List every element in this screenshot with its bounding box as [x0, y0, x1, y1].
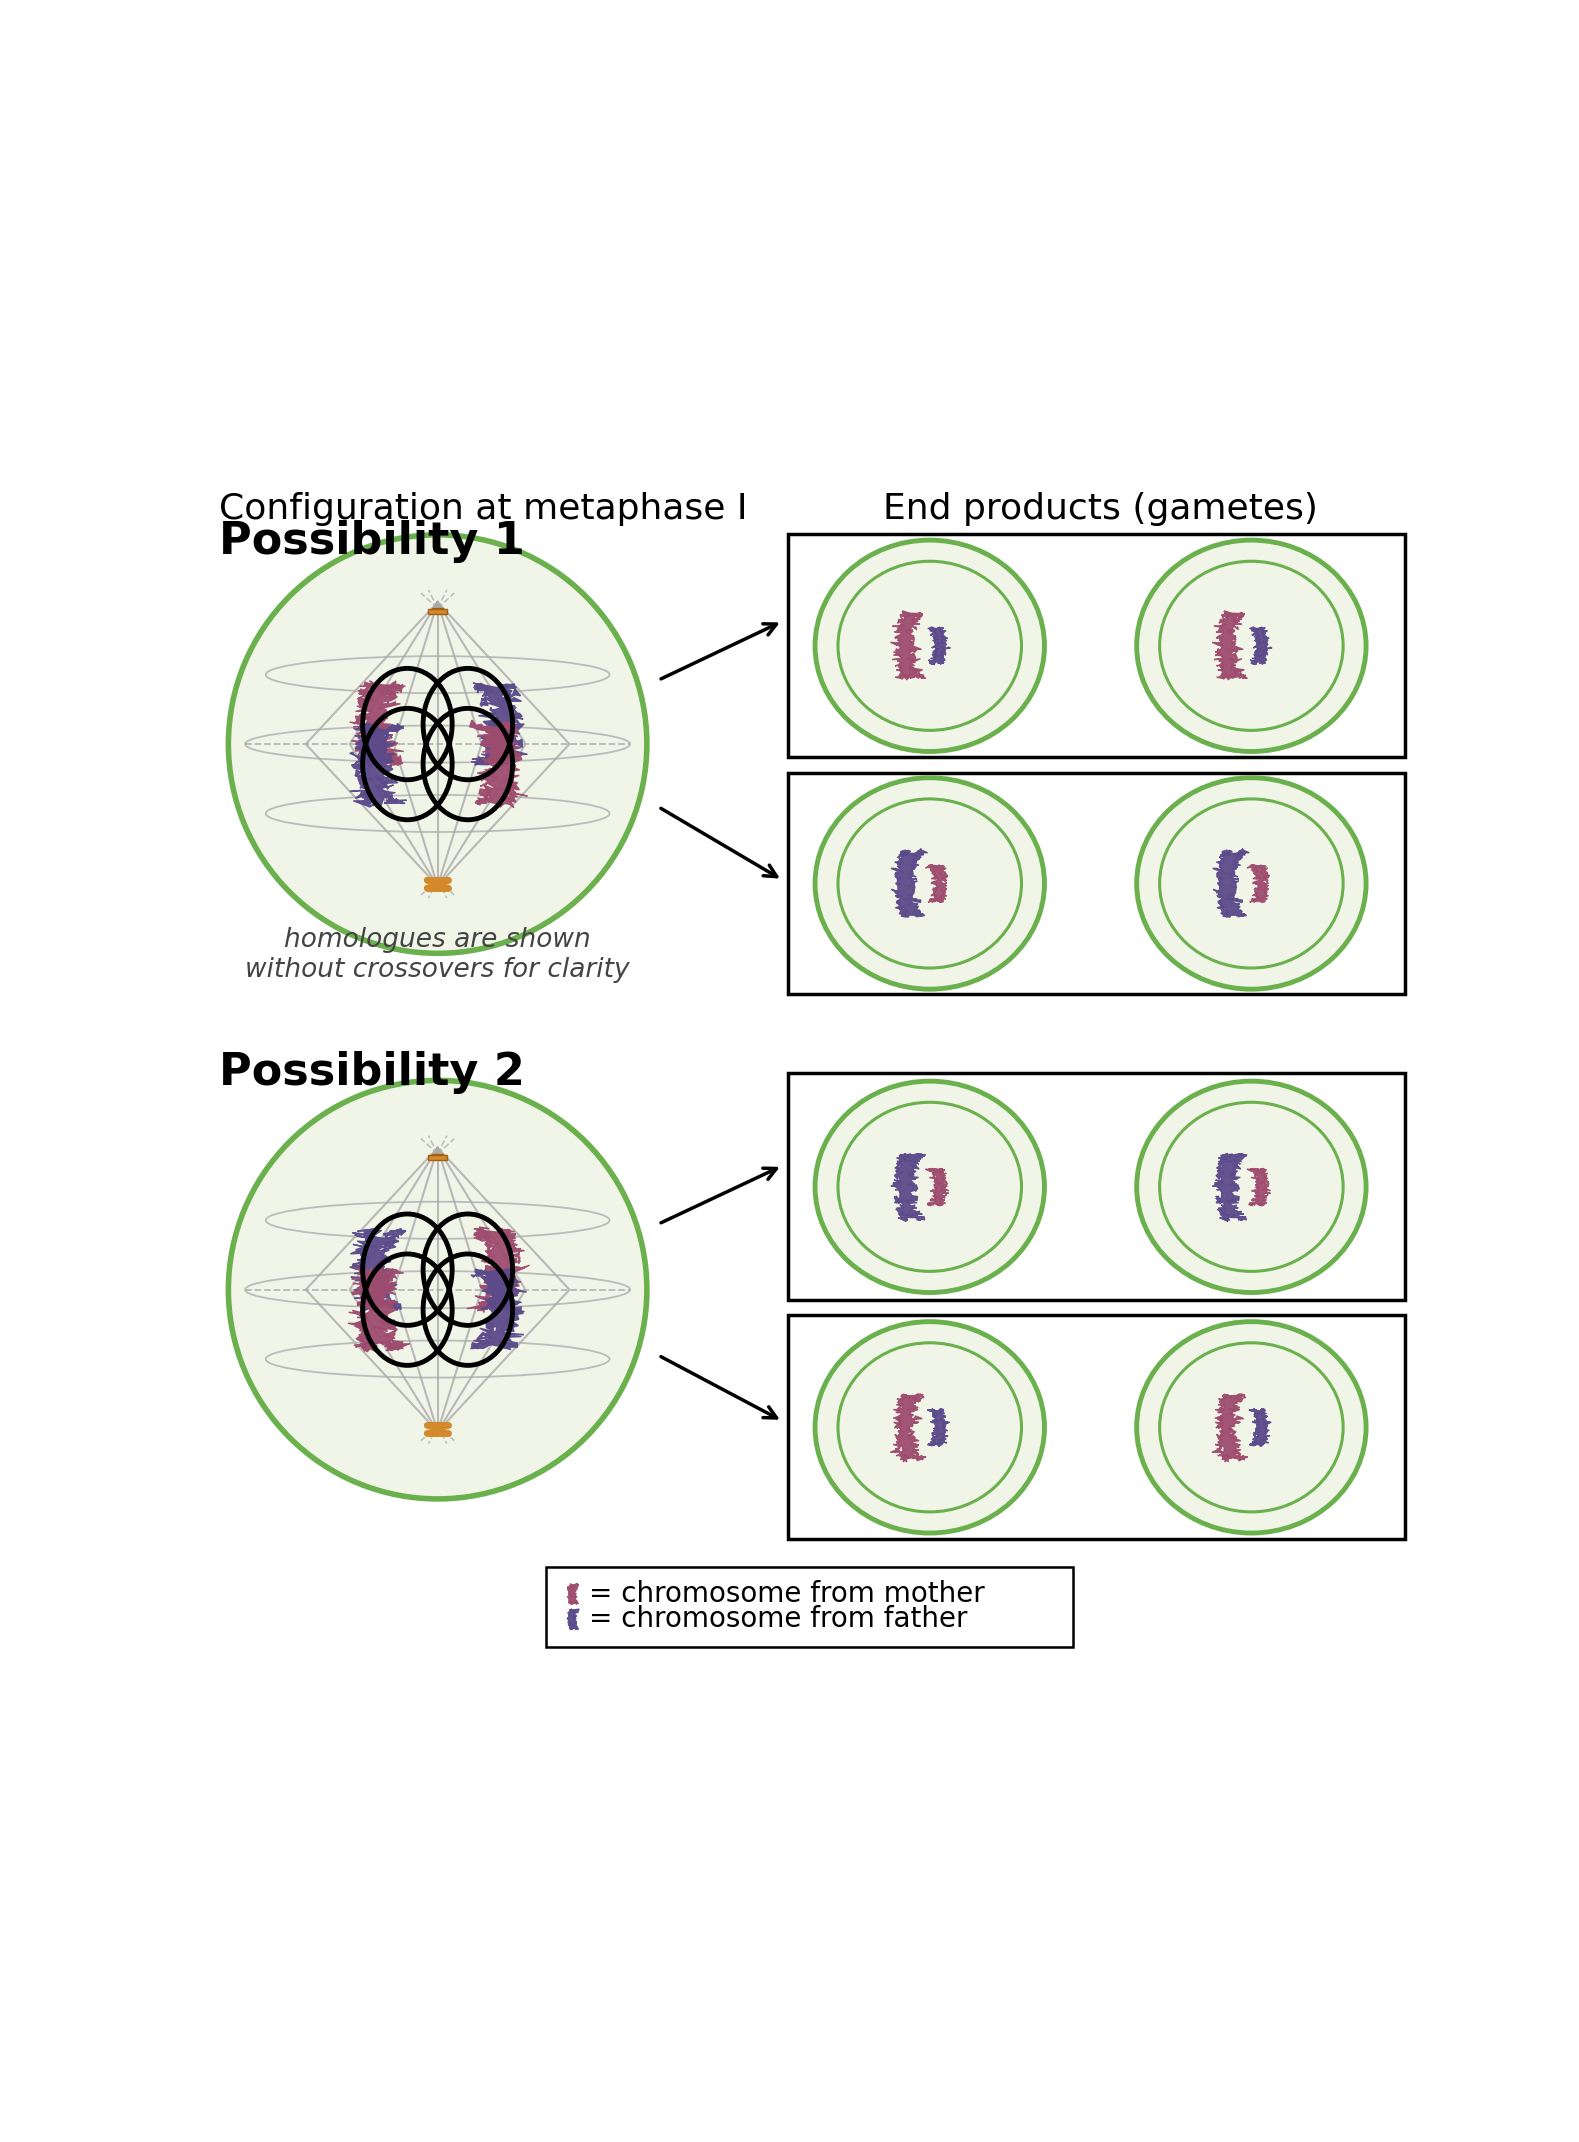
Ellipse shape: [815, 1322, 1044, 1534]
Polygon shape: [927, 1409, 949, 1446]
Polygon shape: [349, 1227, 406, 1311]
Polygon shape: [471, 1268, 527, 1349]
Polygon shape: [469, 720, 527, 808]
Polygon shape: [467, 1227, 529, 1313]
Ellipse shape: [815, 778, 1044, 990]
Polygon shape: [925, 1167, 949, 1206]
Bar: [433, 608, 444, 613]
Bar: [546, 1566, 1074, 1647]
Bar: [788, 1315, 1405, 1540]
Text: Configuration at metaphase I: Configuration at metaphase I: [219, 491, 747, 525]
Polygon shape: [928, 628, 951, 664]
Polygon shape: [1249, 628, 1273, 664]
Text: End products (gametes): End products (gametes): [883, 491, 1318, 525]
Text: = chromosome from mother: = chromosome from mother: [589, 1581, 984, 1609]
Text: homologues are shown
without crossovers for clarity: homologues are shown without crossovers …: [245, 927, 630, 983]
Polygon shape: [351, 722, 406, 808]
Circle shape: [229, 536, 647, 953]
Bar: [428, 1155, 447, 1159]
Ellipse shape: [1137, 1082, 1366, 1292]
Polygon shape: [349, 681, 406, 767]
Polygon shape: [891, 848, 927, 917]
Bar: [788, 1073, 1405, 1300]
Polygon shape: [347, 1266, 411, 1352]
Polygon shape: [1213, 848, 1249, 917]
Polygon shape: [1213, 1152, 1247, 1221]
Ellipse shape: [815, 540, 1044, 752]
Bar: [433, 1155, 444, 1159]
Text: Possibility 1: Possibility 1: [219, 521, 524, 563]
Circle shape: [229, 1080, 647, 1499]
Ellipse shape: [1137, 778, 1366, 990]
Polygon shape: [925, 865, 947, 902]
Bar: [788, 773, 1405, 994]
Bar: [788, 533, 1405, 756]
Bar: [428, 608, 447, 615]
Polygon shape: [471, 683, 527, 765]
Polygon shape: [1249, 1409, 1271, 1446]
Polygon shape: [1247, 1167, 1271, 1206]
Text: Possibility 2: Possibility 2: [219, 1052, 524, 1095]
Polygon shape: [567, 1609, 579, 1630]
Text: = chromosome from father: = chromosome from father: [589, 1604, 968, 1634]
Ellipse shape: [815, 1082, 1044, 1292]
Polygon shape: [891, 610, 925, 679]
Polygon shape: [1247, 865, 1270, 902]
Polygon shape: [567, 1583, 578, 1604]
Polygon shape: [1213, 610, 1247, 679]
Ellipse shape: [1137, 1322, 1366, 1534]
Polygon shape: [1211, 1394, 1247, 1461]
Polygon shape: [891, 1394, 925, 1461]
Polygon shape: [891, 1152, 925, 1221]
Ellipse shape: [1137, 540, 1366, 752]
